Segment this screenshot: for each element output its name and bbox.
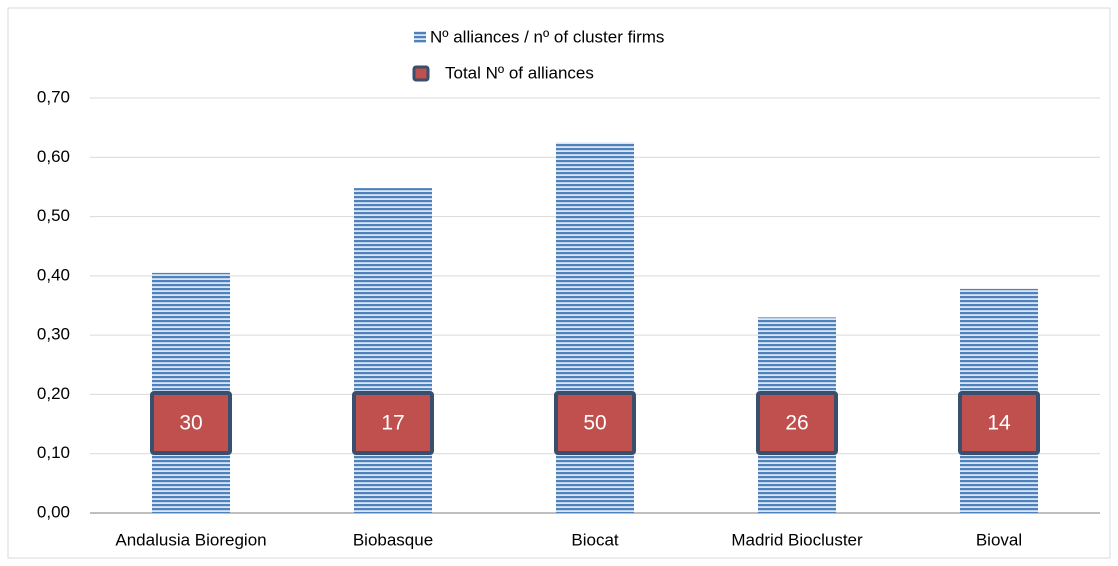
x-tick-label: Bioval — [976, 530, 1022, 549]
alliance-label: 14 — [987, 412, 1011, 435]
bar — [354, 188, 432, 513]
y-tick-label: 0,20 — [37, 384, 70, 403]
x-tick-label: Madrid Biocluster — [731, 530, 863, 549]
y-tick-label: 0,40 — [37, 265, 70, 284]
x-tick-label: Andalusia Bioregion — [115, 530, 266, 549]
x-tick-label: Biocat — [571, 530, 619, 549]
y-tick-label: 0,10 — [37, 443, 70, 462]
y-tick-label: 0,00 — [37, 502, 70, 521]
alliance-label: 50 — [583, 412, 606, 435]
bar — [556, 142, 634, 513]
y-tick-label: 0,60 — [37, 147, 70, 166]
legend-label: Nº alliances / nº of cluster firms — [430, 27, 664, 46]
alliance-label: 26 — [785, 412, 808, 435]
alliance-marker — [352, 391, 434, 455]
alliance-label: 17 — [381, 412, 404, 435]
alliance-label: 30 — [179, 412, 202, 435]
alliance-marker — [958, 391, 1040, 455]
y-tick-label: 0,30 — [37, 325, 70, 344]
legend-swatch — [412, 65, 430, 82]
alliance-marker — [756, 391, 838, 455]
alliance-marker — [150, 391, 232, 455]
chart-border — [7, 7, 1111, 559]
legend-label: Total Nº of alliances — [445, 63, 594, 82]
x-tick-label: Biobasque — [353, 530, 433, 549]
legend-swatch — [414, 31, 426, 43]
alliance-marker — [554, 391, 636, 455]
y-tick-label: 0,50 — [37, 206, 70, 225]
y-tick-label: 0,70 — [37, 87, 70, 106]
